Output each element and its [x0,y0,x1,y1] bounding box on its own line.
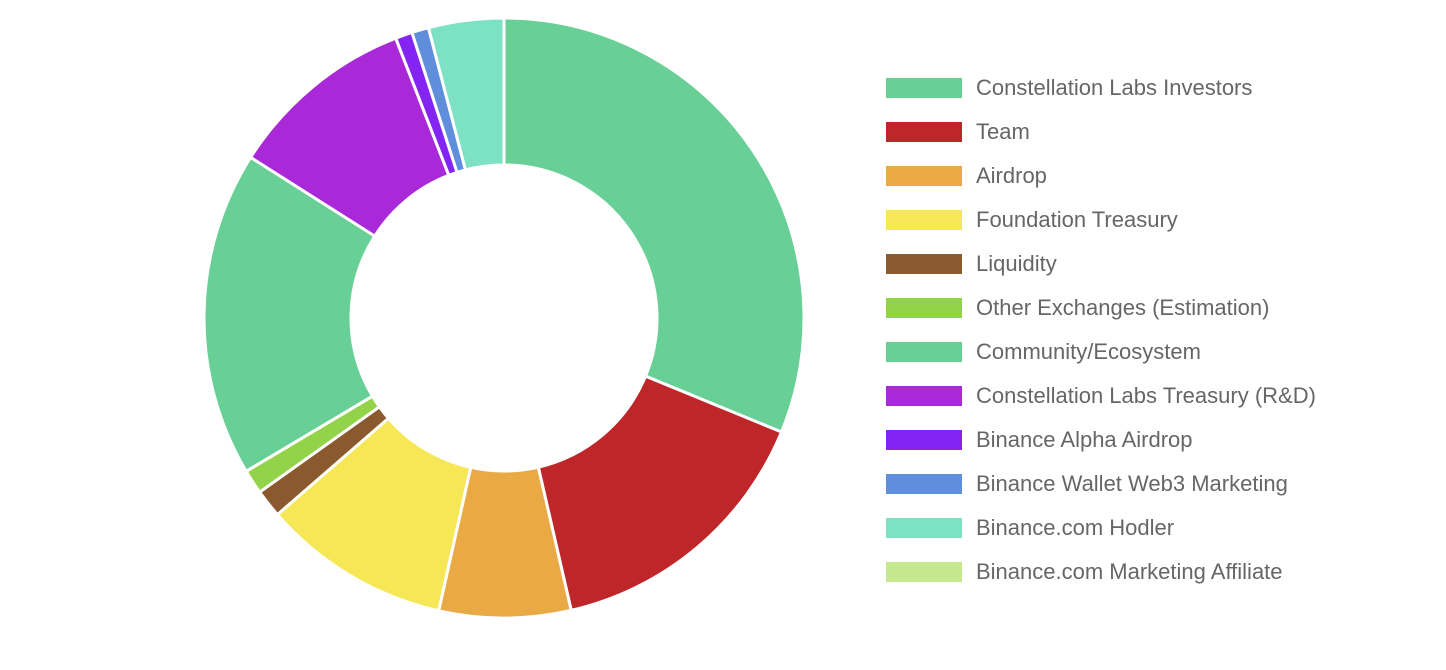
legend-label: Community/Ecosystem [976,339,1201,364]
chart-legend: Constellation Labs Investors Team Airdrop F… [886,66,1426,594]
legend-label: Binance Wallet Web3 Marketing [976,471,1288,496]
legend-swatch [886,254,962,274]
legend-label: Liquidity [976,251,1057,276]
legend-swatch [886,122,962,142]
legend-swatch [886,518,962,538]
legend-label: Constellation Labs Treasury (R&D) [976,383,1316,408]
legend-swatch [886,78,962,98]
legend-item[interactable]: Other Exchanges (Estimation) [886,286,1426,330]
legend-label: Binance Alpha Airdrop [976,427,1193,452]
donut-slice[interactable] [202,155,377,474]
legend-item[interactable]: Binance.com Marketing Affiliate [886,550,1426,594]
legend-item[interactable]: Liquidity [886,242,1426,286]
legend-swatch [886,210,962,230]
legend-item[interactable]: Community/Ecosystem [886,330,1426,374]
legend-item[interactable]: Constellation Labs Investors [886,66,1426,110]
legend-item[interactable]: Team [886,110,1426,154]
legend-label: Constellation Labs Investors [976,75,1253,100]
legend-item[interactable]: Binance Wallet Web3 Marketing [886,462,1426,506]
legend-swatch [886,474,962,494]
legend-swatch [886,342,962,362]
legend-label: Team [976,119,1030,144]
legend-swatch [886,166,962,186]
legend-swatch [886,386,962,406]
legend-item[interactable]: Airdrop [886,154,1426,198]
legend-item[interactable]: Foundation Treasury [886,198,1426,242]
legend-label: Airdrop [976,163,1047,188]
legend-item[interactable]: Constellation Labs Treasury (R&D) [886,374,1426,418]
legend-label: Foundation Treasury [976,207,1178,232]
legend-label: Binance.com Hodler [976,515,1175,540]
legend-label: Binance.com Marketing Affiliate [976,559,1283,584]
legend-swatch [886,562,962,582]
donut-slice[interactable] [536,374,784,613]
legend-swatch [886,298,962,318]
legend-swatch [886,430,962,450]
legend-label: Other Exchanges (Estimation) [976,295,1270,320]
donut-slice[interactable] [502,16,806,434]
legend-item[interactable]: Binance.com Hodler [886,506,1426,550]
donut-slice[interactable] [426,16,506,172]
legend-item[interactable]: Binance Alpha Airdrop [886,418,1426,462]
